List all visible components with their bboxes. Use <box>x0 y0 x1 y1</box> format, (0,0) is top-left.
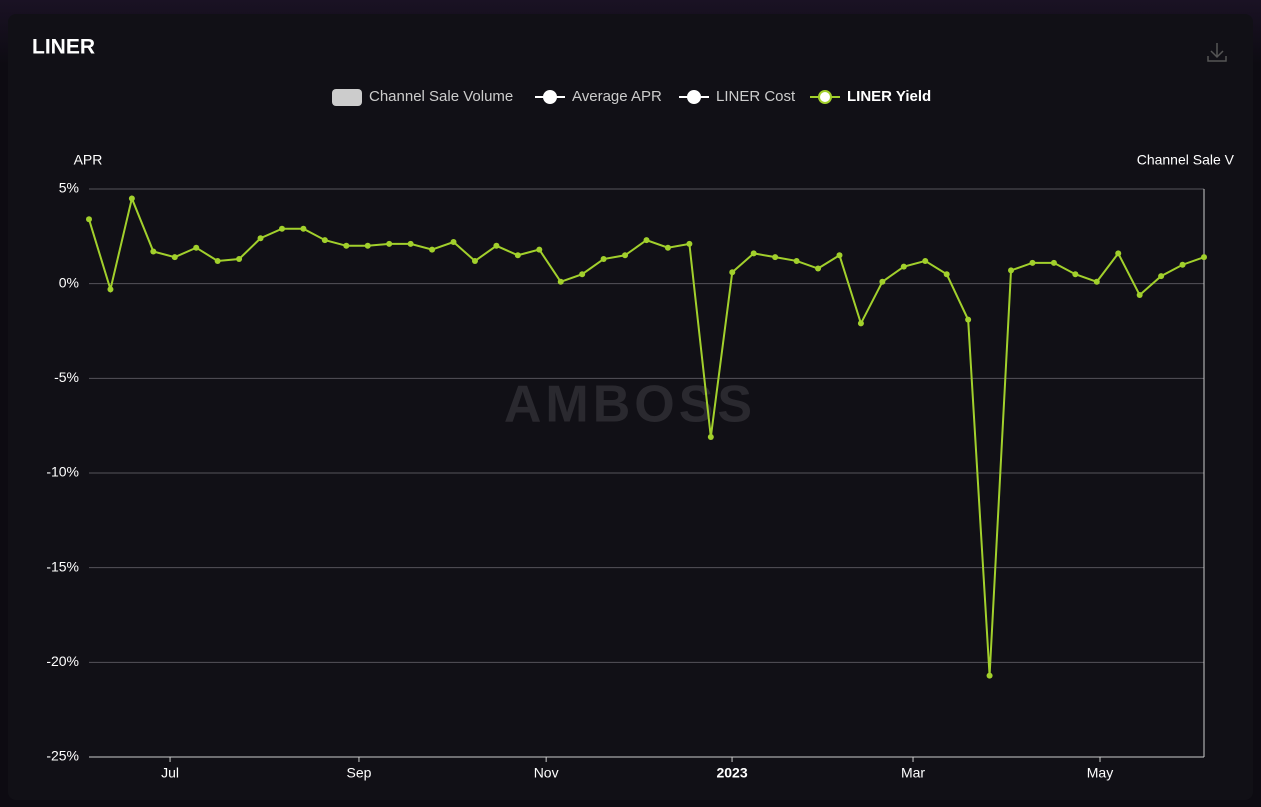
x-tick-label: Nov <box>534 765 559 781</box>
data-point <box>643 237 650 244</box>
data-point <box>943 271 950 278</box>
x-tick-label: Mar <box>901 765 925 781</box>
data-point <box>1093 278 1100 285</box>
x-tick-label: 2023 <box>716 765 747 781</box>
download-button[interactable] <box>1207 43 1227 62</box>
data-point <box>407 240 414 247</box>
data-point <box>1179 261 1186 268</box>
watermark: AMBOSS <box>504 376 756 434</box>
legend-label: Average APR <box>572 88 662 105</box>
data-point <box>836 252 843 259</box>
data-point <box>707 434 714 441</box>
data-point <box>879 278 886 285</box>
legend-swatch <box>332 89 362 106</box>
data-point <box>514 252 521 259</box>
legend-swatch-dot <box>818 90 832 104</box>
legend-item[interactable]: Channel Sale Volume <box>332 88 513 106</box>
data-point <box>750 250 757 257</box>
data-point <box>450 239 457 246</box>
data-point <box>1158 273 1165 280</box>
data-point <box>471 257 478 264</box>
chart-title: LINER <box>32 36 95 59</box>
y-tick-label: -15% <box>46 558 79 574</box>
data-point <box>1136 292 1143 299</box>
data-point <box>300 225 307 232</box>
legend-label: Channel Sale Volume <box>369 88 513 105</box>
data-point <box>686 240 693 247</box>
data-point <box>1050 259 1057 266</box>
data-point <box>793 257 800 264</box>
legend-label: LINER Yield <box>847 88 931 105</box>
y-tick-label: -5% <box>54 369 79 385</box>
data-point <box>429 246 436 253</box>
x-tick-label: Jul <box>161 765 179 781</box>
y-axis-label: APR <box>74 152 103 168</box>
data-point <box>214 257 221 264</box>
data-point <box>900 263 907 270</box>
x-tick-label: Sep <box>346 765 371 781</box>
data-point <box>171 254 178 261</box>
legend-label: LINER Cost <box>716 88 796 105</box>
data-point <box>493 242 500 249</box>
data-point <box>193 244 200 251</box>
y-tick-label: -10% <box>46 464 79 480</box>
data-point <box>364 242 371 249</box>
data-point <box>150 248 157 255</box>
data-point <box>557 278 564 285</box>
data-point <box>236 256 243 263</box>
data-point <box>922 257 929 264</box>
data-point <box>622 252 629 259</box>
legend-swatch-dot <box>543 90 557 104</box>
data-point <box>321 237 328 244</box>
download-icon[interactable] <box>1207 43 1227 62</box>
data-point <box>386 240 393 247</box>
data-point <box>729 269 736 276</box>
legend-item[interactable]: Average APR <box>535 88 662 105</box>
data-point <box>86 216 92 223</box>
data-point <box>343 242 350 249</box>
legend-swatch-dot <box>687 90 701 104</box>
data-point <box>107 286 114 293</box>
data-point <box>128 195 135 202</box>
data-point <box>536 246 543 253</box>
y-tick-label: 5% <box>59 180 79 196</box>
data-point <box>1029 259 1036 266</box>
data-point <box>1115 250 1122 257</box>
data-point <box>600 256 607 263</box>
x-tick-label: May <box>1087 765 1113 781</box>
data-point <box>1008 267 1015 274</box>
y-tick-label: -20% <box>46 653 79 669</box>
legend: Channel Sale Volume Average APR LINER Cost… <box>332 88 931 106</box>
data-point <box>965 316 972 323</box>
card <box>8 14 1253 800</box>
y2-axis-label: Channel Sale V <box>1137 152 1235 168</box>
data-point <box>664 244 671 251</box>
data-point <box>772 254 779 261</box>
data-point <box>1201 254 1207 261</box>
data-point <box>1072 271 1079 278</box>
legend-item[interactable]: LINER Yield <box>810 88 931 105</box>
legend-item[interactable]: LINER Cost <box>679 88 796 105</box>
data-point <box>257 235 264 242</box>
data-point <box>857 320 864 327</box>
data-point <box>815 265 822 272</box>
data-point <box>579 271 586 278</box>
y-tick-label: -25% <box>46 748 79 764</box>
data-point <box>278 225 285 232</box>
y-tick-label: 0% <box>59 274 79 290</box>
data-point <box>986 672 993 679</box>
